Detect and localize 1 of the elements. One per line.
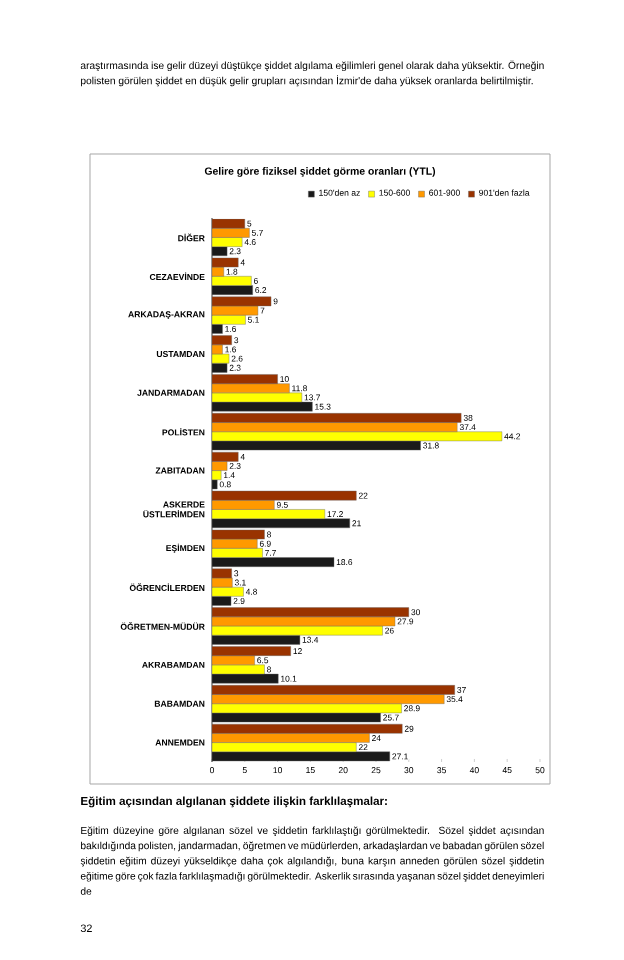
bar bbox=[212, 751, 390, 762]
